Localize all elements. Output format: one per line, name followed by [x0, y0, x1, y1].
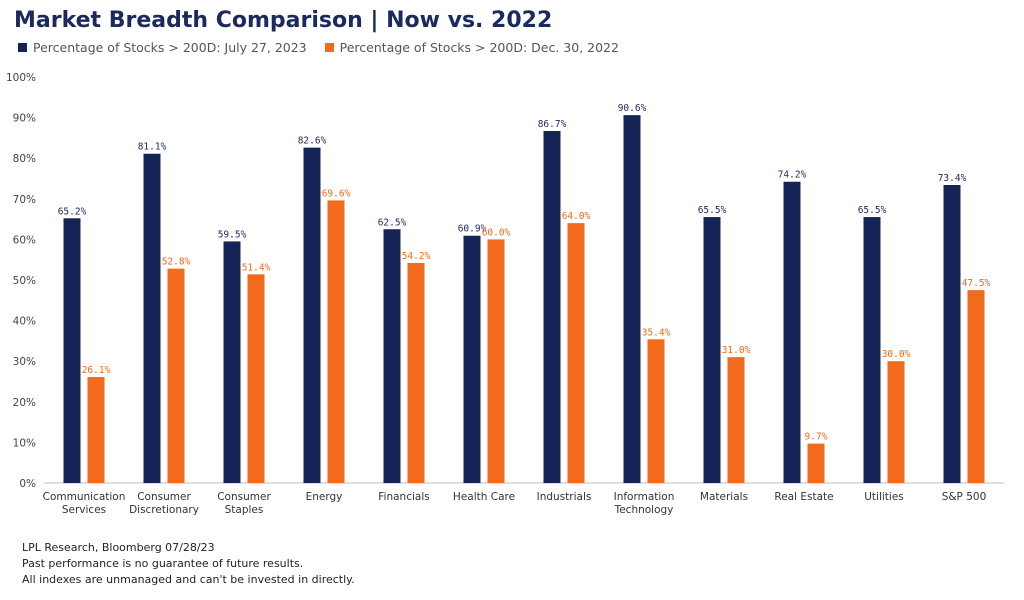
disclaimer-indexes: All indexes are unmanaged and can't be i…	[22, 573, 355, 586]
category-label: S&P 500	[942, 491, 987, 503]
y-tick-label: 90%	[13, 113, 36, 125]
legend-item-2023: Percentage of Stocks > 200D: July 27, 20…	[18, 40, 307, 55]
data-label-2023: 73.4%	[938, 173, 967, 184]
bar-2022	[727, 357, 745, 483]
data-label-2022: 52.8%	[162, 257, 191, 268]
y-tick-label: 20%	[13, 397, 36, 409]
category-label: Health Care	[453, 491, 515, 503]
data-label-2022: 54.2%	[402, 251, 431, 262]
chart-title: Market Breadth Comparison | Now vs. 2022	[14, 8, 553, 33]
legend-swatch-2022	[324, 43, 334, 52]
bar-2023	[63, 218, 81, 483]
data-label-2023: 62.5%	[378, 217, 407, 228]
category-label: Utilities	[864, 491, 904, 503]
bar-2023	[623, 115, 641, 483]
bar-2022	[887, 361, 905, 483]
bar-2022	[487, 239, 505, 483]
bar-2023	[863, 217, 881, 483]
bar-2022	[967, 290, 985, 483]
y-tick-label: 30%	[13, 356, 36, 368]
category-label: Materials	[700, 491, 748, 503]
data-label-2022: 60.0%	[482, 227, 511, 238]
category-label: Information	[614, 491, 675, 503]
data-label-2022: 31.0%	[722, 345, 751, 356]
bar-2023	[783, 181, 801, 484]
bar-2022	[567, 223, 585, 483]
bar-2022	[167, 268, 185, 483]
data-label-2022: 47.5%	[962, 278, 991, 289]
bar-2023	[703, 217, 721, 483]
category-label: Real Estate	[774, 491, 833, 503]
disclaimer-performance: Past performance is no guarantee of futu…	[22, 557, 304, 570]
data-label-2023: 65.5%	[698, 205, 727, 216]
data-label-2023: 65.5%	[858, 205, 887, 216]
y-tick-label: 40%	[13, 316, 36, 328]
legend-label-2023: Percentage of Stocks > 200D: July 27, 20…	[33, 40, 307, 55]
bar-2023	[143, 153, 161, 483]
category-label: Industrials	[537, 491, 592, 503]
data-label-2022: 30.0%	[882, 349, 911, 360]
category-label: Technology	[614, 504, 674, 516]
data-label-2022: 26.1%	[82, 365, 111, 376]
category-label: Consumer	[137, 491, 191, 503]
category-label: Communication	[43, 491, 126, 503]
bar-2023	[943, 184, 961, 483]
legend-item-2022: Percentage of Stocks > 200D: Dec. 30, 20…	[324, 40, 619, 55]
legend-swatch-2023	[18, 43, 27, 52]
data-label-2023: 86.7%	[538, 119, 567, 130]
bar-2023	[543, 130, 561, 484]
bar-2023	[383, 229, 401, 483]
data-label-2023: 81.1%	[138, 142, 167, 153]
data-label-2023: 60.9%	[458, 224, 487, 235]
bar-2022	[327, 200, 345, 483]
source-note: LPL Research, Bloomberg 07/28/23	[22, 541, 215, 554]
bar-2023	[463, 235, 481, 483]
category-label: Energy	[306, 491, 343, 503]
data-label-2023: 59.5%	[218, 229, 247, 240]
bar-2023	[223, 241, 241, 483]
bar-2023	[303, 147, 321, 484]
bar-2022	[407, 262, 425, 483]
footer-notes: LPL Research, Bloomberg 07/28/23 Past pe…	[22, 540, 355, 588]
data-label-2022: 35.4%	[642, 327, 671, 338]
legend-label-2022: Percentage of Stocks > 200D: Dec. 30, 20…	[339, 40, 619, 55]
legend: Percentage of Stocks > 200D: July 27, 20…	[18, 40, 619, 55]
category-label: Consumer	[217, 491, 271, 503]
data-label-2023: 82.6%	[298, 136, 327, 147]
category-label: Services	[62, 504, 106, 516]
category-label: Staples	[225, 504, 264, 516]
data-label-2022: 64.0%	[562, 211, 591, 222]
y-tick-label: 0%	[19, 478, 36, 490]
data-label-2023: 74.2%	[778, 170, 807, 181]
y-tick-label: 70%	[13, 194, 36, 206]
y-tick-label: 100%	[6, 72, 36, 84]
bar-2022	[647, 339, 665, 483]
category-label: Financials	[378, 491, 429, 503]
y-tick-label: 80%	[13, 153, 36, 165]
category-label: Discretionary	[129, 504, 199, 516]
y-tick-label: 10%	[13, 437, 36, 449]
data-label-2022: 9.7%	[805, 432, 828, 443]
data-label-2022: 51.4%	[242, 262, 271, 273]
y-tick-label: 60%	[13, 234, 36, 246]
bar-2022	[247, 274, 265, 483]
data-label-2023: 90.6%	[618, 103, 647, 114]
bar-2022	[87, 377, 105, 483]
data-label-2022: 69.6%	[322, 188, 351, 199]
y-tick-label: 50%	[13, 275, 36, 287]
data-label-2023: 65.2%	[58, 206, 87, 217]
bar-2022	[807, 443, 825, 483]
